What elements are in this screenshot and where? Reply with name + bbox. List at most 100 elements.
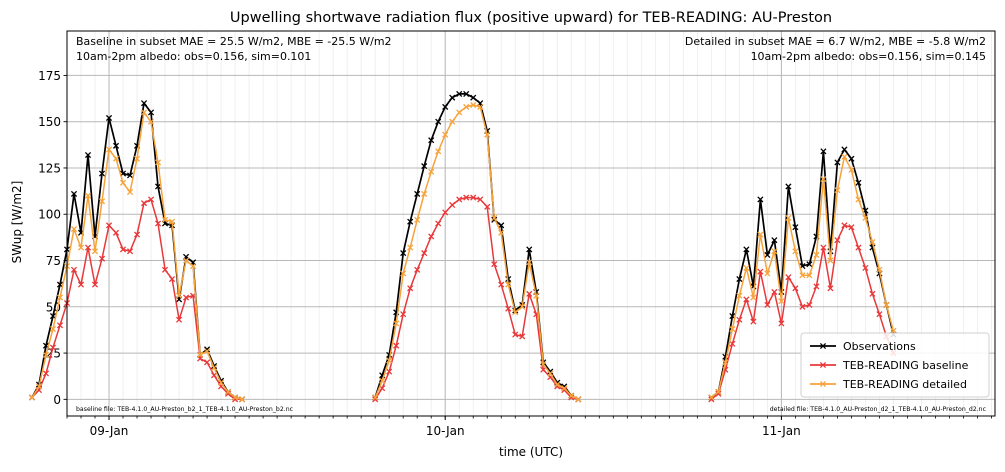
data-point-marker [498,222,505,229]
annotation-detailed-albedo: 10am-2pm albedo: obs=0.156, sim=0.145 [751,50,986,63]
data-point-marker [393,320,400,327]
data-point-marker [561,385,568,392]
data-point-marker [49,344,57,351]
annotation-baseline-albedo: 10am-2pm albedo: obs=0.156, sim=0.101 [76,50,311,63]
data-point-marker [98,170,106,177]
plot-frame [66,30,996,417]
data-point-marker [225,388,232,395]
y-axis-label: SWup [W/m2] [10,181,24,264]
data-point-marker [91,248,99,255]
data-point-marker [848,155,855,162]
data-point-marker [211,364,218,371]
data-point-marker [855,196,862,203]
data-point-marker [540,366,547,373]
y-tick-label: 0 [53,393,61,407]
data-point-marker [834,187,841,194]
data-point-marker [140,200,148,207]
data-point-marker [435,220,442,227]
data-point-marker [463,90,470,97]
data-point-marker [168,275,176,283]
data-point-marker [512,331,519,338]
data-point-marker [386,368,393,375]
data-point-marker [168,218,176,225]
data-point-marker [56,322,64,329]
data-point-marker [806,272,813,279]
data-point-marker [491,261,498,268]
data-point-marker [722,359,729,366]
data-point-marker [211,372,218,379]
legend-label: TEB-READING detailed [842,378,967,391]
data-point-marker [547,370,554,377]
data-point-marker [42,351,50,358]
data-point-marker [771,288,778,296]
data-point-marker [540,361,547,368]
data-point-marker [70,225,78,233]
data-point-marker [449,94,456,101]
data-point-marker [491,214,498,222]
data-point-marker [799,303,806,310]
data-point-marker [785,183,792,190]
data-point-marker [161,266,169,273]
data-point-marker [792,248,799,255]
data-point-marker [792,224,799,231]
data-point-marker [112,229,120,236]
data-point-marker [799,272,806,279]
data-point-marker [428,233,435,240]
data-point-marker [757,268,764,275]
data-point-marker [813,283,820,290]
data-point-marker [421,250,428,257]
data-point-marker [477,196,484,203]
data-point-marker [764,270,771,277]
data-point-marker [400,270,407,277]
data-point-marker [449,118,456,125]
data-point-marker [414,190,421,197]
data-point-marker [484,131,491,138]
data-point-marker [204,346,211,353]
data-point-marker [400,250,407,257]
data-point-marker [526,290,533,297]
data-point-marker [785,214,792,222]
data-point-marker [771,237,778,244]
data-point-marker [869,290,876,297]
data-point-marker [407,244,414,251]
data-point-marker [806,261,813,268]
data-point-marker [183,257,190,264]
data-point-marker [855,179,862,186]
data-point-marker [407,218,414,225]
data-point-marker [379,377,386,384]
data-point-marker [729,325,736,333]
data-point-marker [841,222,848,229]
data-point-marker [848,166,855,173]
y-tick-label: 150 [38,115,61,129]
data-point-marker [204,359,211,366]
y-tick-label: 125 [38,161,61,175]
data-point-marker [792,285,799,292]
data-point-marker [505,281,512,288]
data-point-marker [133,155,141,162]
data-point-marker [862,214,869,222]
data-point-marker [435,118,442,125]
data-point-marker [98,198,106,205]
data-point-marker [561,387,568,394]
data-point-marker [161,216,169,223]
data-point-marker [77,281,85,288]
data-point-marker [421,190,428,197]
data-point-marker [883,301,890,309]
data-point-marker [526,259,533,266]
data-point-marker [154,159,162,166]
data-point-marker [512,309,519,316]
data-point-marker [750,294,757,301]
data-point-marker [736,316,743,323]
data-point-marker [498,281,505,288]
annotation-detailed-stats: Detailed in subset MAE = 6.7 W/m2, MBE =… [685,35,986,48]
data-point-marker [442,103,449,110]
legend-marker [819,361,827,369]
data-point-marker [834,237,841,244]
data-point-marker [421,163,428,170]
data-point-marker [197,351,204,358]
legend: Observations TEB-READING baseline TEB-READ… [800,332,990,398]
data-point-marker [119,179,127,186]
chart-title: Upwelling shortwave radiation flux (posi… [230,10,832,26]
data-point-marker [154,183,162,190]
data-point-marker [204,348,211,355]
